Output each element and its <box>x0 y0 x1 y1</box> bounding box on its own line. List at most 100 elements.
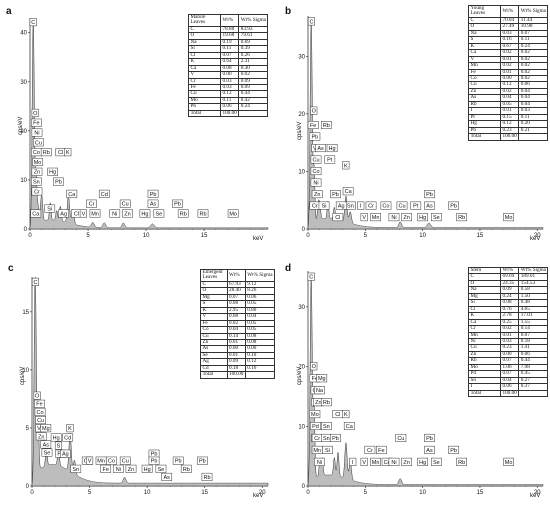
element-label: Ni <box>31 128 43 137</box>
element-label-text: Cu <box>122 202 129 208</box>
element-label-text: Cl <box>58 150 63 156</box>
table-row: Si 0.11 0.39 <box>188 45 269 53</box>
table-cell: 0.07 <box>518 29 549 38</box>
spectrum-panel-a: a cps/eV keV 0 5 10 15 0 10 20 30 40 C O Fe Ni Cu Co Rb… <box>0 0 275 255</box>
table-cell: 0.39 <box>238 45 269 53</box>
element-label: Cu <box>395 433 407 442</box>
element-label-text: Mo <box>505 215 513 221</box>
element-label: Rb <box>197 209 209 218</box>
element-label: Cd <box>62 433 74 442</box>
element-label-text: Zn <box>403 460 409 466</box>
element-label-text: Cr <box>312 204 318 210</box>
element-label-box <box>448 201 459 210</box>
element-label-box <box>314 457 325 466</box>
element-label-box <box>147 199 159 208</box>
y-tick-label: 10 <box>22 368 29 374</box>
element-label: Hg <box>417 213 428 222</box>
element-label-text: Rb <box>199 211 206 217</box>
element-label-text: Pb <box>199 459 206 465</box>
element-label-box <box>431 213 442 222</box>
table-header-cell: Wt% <box>226 269 246 282</box>
element-label-box <box>424 445 435 454</box>
x-tick-label: 10 <box>419 233 426 239</box>
element-label-text: Hg <box>53 435 60 441</box>
element-label-text: Rb <box>180 211 187 217</box>
element-label: Zn <box>401 213 412 222</box>
element-label: Cr <box>311 433 323 442</box>
y-tick-label: 30 <box>20 80 27 86</box>
element-label-box <box>388 457 400 466</box>
element-label-box <box>180 464 192 473</box>
element-label: Pb <box>330 433 341 442</box>
element-label-box <box>58 209 70 218</box>
element-label: Si <box>44 204 56 213</box>
element-label-text: O <box>35 394 40 400</box>
element-label: Sn <box>345 201 356 210</box>
y-tick-label: 15 <box>22 310 29 316</box>
element-label-box <box>318 201 330 210</box>
element-label-text: O <box>312 364 317 370</box>
element-label: Mo <box>227 209 239 218</box>
element-label: As <box>424 445 435 454</box>
element-label-text: Cl <box>74 211 79 217</box>
element-label: Zn <box>35 432 47 441</box>
element-label-box <box>307 272 315 281</box>
element-label: V <box>86 456 94 465</box>
element-label-box <box>35 416 46 425</box>
element-label: As <box>40 440 52 449</box>
element-label: Rb <box>177 209 189 218</box>
element-label-box <box>364 445 376 454</box>
element-label: Sn <box>320 422 332 431</box>
element-label: Zn <box>311 190 323 199</box>
composition-table: Stem Wt% Wt% Sigma C 69.69 189.01 O 24.35 154.53… <box>468 266 549 398</box>
element-label-box <box>310 422 321 431</box>
table-header-row: Emergent Leaves Wt% Wt% Sigma <box>200 269 276 282</box>
element-label-text: C <box>31 20 35 26</box>
element-label: Se <box>431 457 442 466</box>
element-label-box <box>503 213 514 222</box>
element-label-text: Zn <box>124 211 130 217</box>
element-label-text: Zn <box>403 215 409 221</box>
element-label: Co <box>310 167 322 176</box>
element-label: Mo <box>503 457 514 466</box>
table-cell: 0.03 <box>499 29 520 38</box>
element-label-box <box>33 391 41 400</box>
element-label-text: Zn <box>38 434 44 440</box>
element-label-box <box>40 424 52 433</box>
element-label-box <box>342 410 350 419</box>
element-label-box <box>380 201 392 210</box>
element-label: Ni <box>388 213 400 222</box>
element-label: Hg <box>141 464 153 473</box>
element-label: Fe <box>31 118 42 127</box>
x-tick-label: 0 <box>306 233 310 239</box>
element-label-box <box>310 362 318 371</box>
element-label-text: Mg <box>42 426 50 432</box>
y-tick-label: 10 <box>298 169 305 175</box>
element-label-box <box>431 457 442 466</box>
element-label-box <box>106 456 117 465</box>
element-label-text: S <box>57 444 61 450</box>
element-label: Co <box>380 201 392 210</box>
element-label-text: As <box>426 204 433 210</box>
element-label: Ni <box>109 209 121 218</box>
element-label-box <box>31 108 39 117</box>
element-label-text: K <box>344 163 348 169</box>
element-label: K <box>66 424 74 433</box>
element-label-box <box>309 410 321 419</box>
element-label-text: Pb <box>332 192 339 198</box>
element-label: Cr <box>364 445 376 454</box>
element-label-text: Hg <box>419 215 426 221</box>
element-label-text: Si <box>322 204 327 210</box>
element-label-text: V <box>313 146 317 152</box>
element-label-text: Se <box>433 460 440 466</box>
element-label: S <box>54 441 63 450</box>
element-label-box <box>141 464 153 473</box>
element-label: Pb <box>448 445 459 454</box>
element-label-text: Si <box>47 207 52 213</box>
element-label-text: Cd <box>101 192 108 198</box>
element-label-box <box>147 189 159 198</box>
element-label: Cu <box>35 416 46 425</box>
composition-table: Emergent Leaves Wt% Wt% Sigma C 67.93 9.12 O 28… <box>200 269 276 379</box>
element-label-text: Pb <box>55 180 62 186</box>
element-label-text: Mn <box>91 211 99 217</box>
